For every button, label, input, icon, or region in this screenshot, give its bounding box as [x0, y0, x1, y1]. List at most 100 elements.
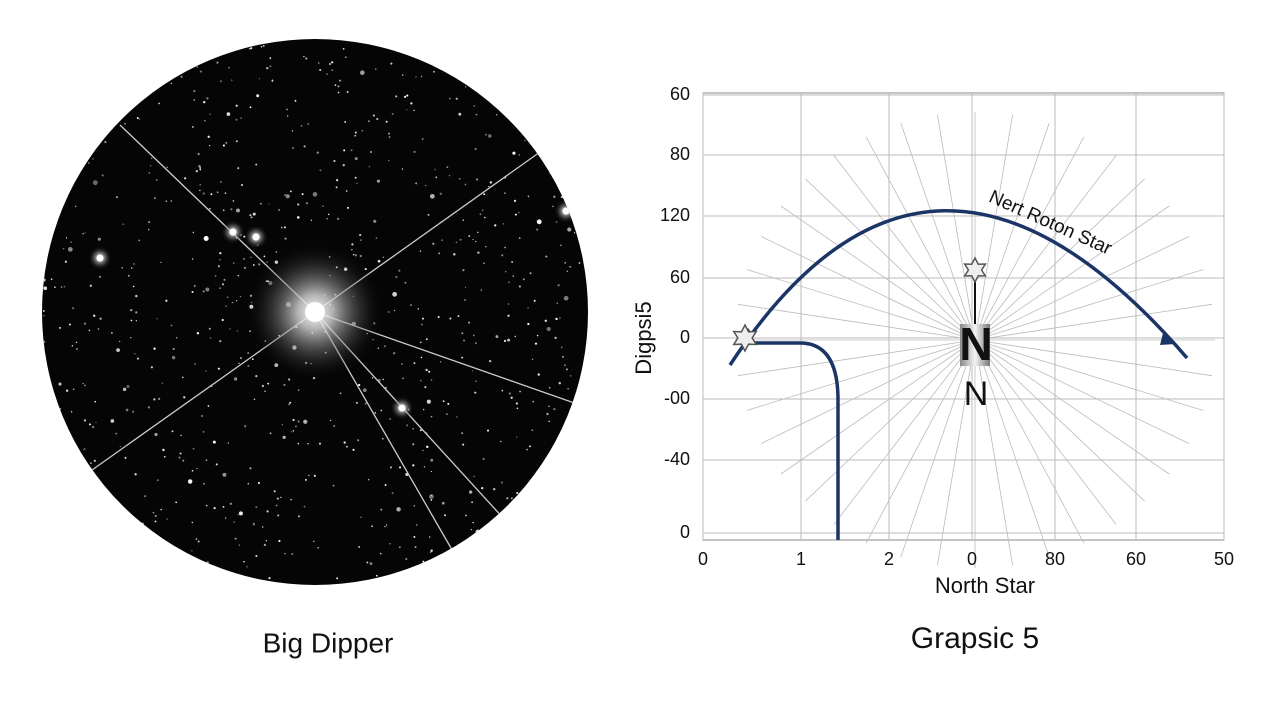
- star: [415, 76, 417, 78]
- star: [229, 580, 232, 584]
- star: [576, 68, 579, 72]
- star: [72, 307, 75, 310]
- star: [376, 117, 379, 121]
- star: [166, 518, 168, 520]
- ray: [974, 114, 1013, 341]
- star: [303, 55, 305, 58]
- star: [307, 474, 310, 477]
- star: [226, 112, 231, 116]
- star: [574, 179, 576, 182]
- star: [166, 166, 168, 168]
- star: [222, 144, 225, 147]
- star: [319, 68, 322, 72]
- star: [457, 315, 460, 318]
- star: [42, 340, 46, 343]
- star: [428, 39, 431, 42]
- star: [543, 507, 546, 509]
- star: [507, 338, 511, 342]
- star: [249, 214, 252, 217]
- star: [196, 467, 198, 470]
- star: [560, 244, 562, 247]
- x-tick-label: 0: [967, 549, 977, 569]
- star: [458, 177, 461, 180]
- star: [303, 419, 308, 424]
- star: [115, 432, 118, 435]
- star: [191, 550, 193, 552]
- star: [237, 274, 239, 277]
- star: [441, 239, 443, 241]
- star: [548, 386, 551, 389]
- star: [355, 401, 358, 405]
- star: [198, 565, 201, 568]
- star: [527, 306, 529, 309]
- star: [92, 158, 94, 160]
- star: [555, 509, 558, 512]
- star: [516, 491, 519, 495]
- star: [352, 448, 355, 451]
- star: [549, 560, 552, 563]
- star: [164, 59, 166, 62]
- star: [162, 51, 164, 53]
- star: [239, 295, 242, 298]
- y-tick-label: -00: [664, 388, 690, 408]
- star: [124, 557, 127, 560]
- star: [572, 206, 575, 209]
- star: [219, 287, 221, 289]
- compass-block: [960, 324, 990, 366]
- star: [569, 85, 572, 88]
- star: [354, 157, 358, 161]
- star: [219, 258, 221, 261]
- star: [307, 442, 309, 445]
- star: [282, 435, 286, 439]
- star: [310, 219, 313, 221]
- star: [69, 526, 72, 528]
- star: [337, 85, 340, 88]
- star: [549, 172, 551, 174]
- star: [122, 223, 125, 225]
- star: [147, 406, 151, 409]
- star: [290, 498, 292, 501]
- star: [483, 193, 486, 196]
- star: [292, 147, 294, 149]
- star: [475, 240, 477, 243]
- star: [380, 409, 383, 412]
- star: [462, 339, 466, 342]
- star: [544, 521, 546, 523]
- star: [577, 182, 580, 185]
- star: [268, 203, 270, 205]
- star: [266, 510, 269, 513]
- star: [387, 132, 391, 135]
- star: [448, 174, 451, 177]
- star: [578, 262, 581, 264]
- star: [461, 356, 464, 359]
- star: [382, 256, 384, 258]
- star: [389, 543, 391, 545]
- star: [486, 42, 489, 45]
- star: [548, 149, 553, 154]
- star: [331, 69, 333, 71]
- star: [570, 162, 573, 165]
- star: [530, 130, 534, 134]
- star: [500, 481, 503, 484]
- star: [531, 358, 534, 361]
- star: [68, 455, 72, 459]
- star: [573, 232, 576, 234]
- star: [64, 260, 68, 263]
- star: [569, 163, 575, 169]
- star: [529, 445, 531, 448]
- star: [362, 388, 367, 393]
- star: [569, 265, 572, 268]
- star: [204, 120, 206, 122]
- star: [119, 445, 121, 448]
- star: [213, 506, 216, 510]
- star: [284, 552, 286, 555]
- star: [357, 439, 360, 442]
- star: [518, 237, 521, 239]
- arrowhead: [1160, 333, 1175, 345]
- star: [83, 448, 86, 451]
- star: [127, 274, 130, 277]
- y-tick-label: 60: [670, 267, 690, 287]
- star: [372, 114, 375, 117]
- stars: [42, 39, 588, 584]
- star: [474, 342, 477, 345]
